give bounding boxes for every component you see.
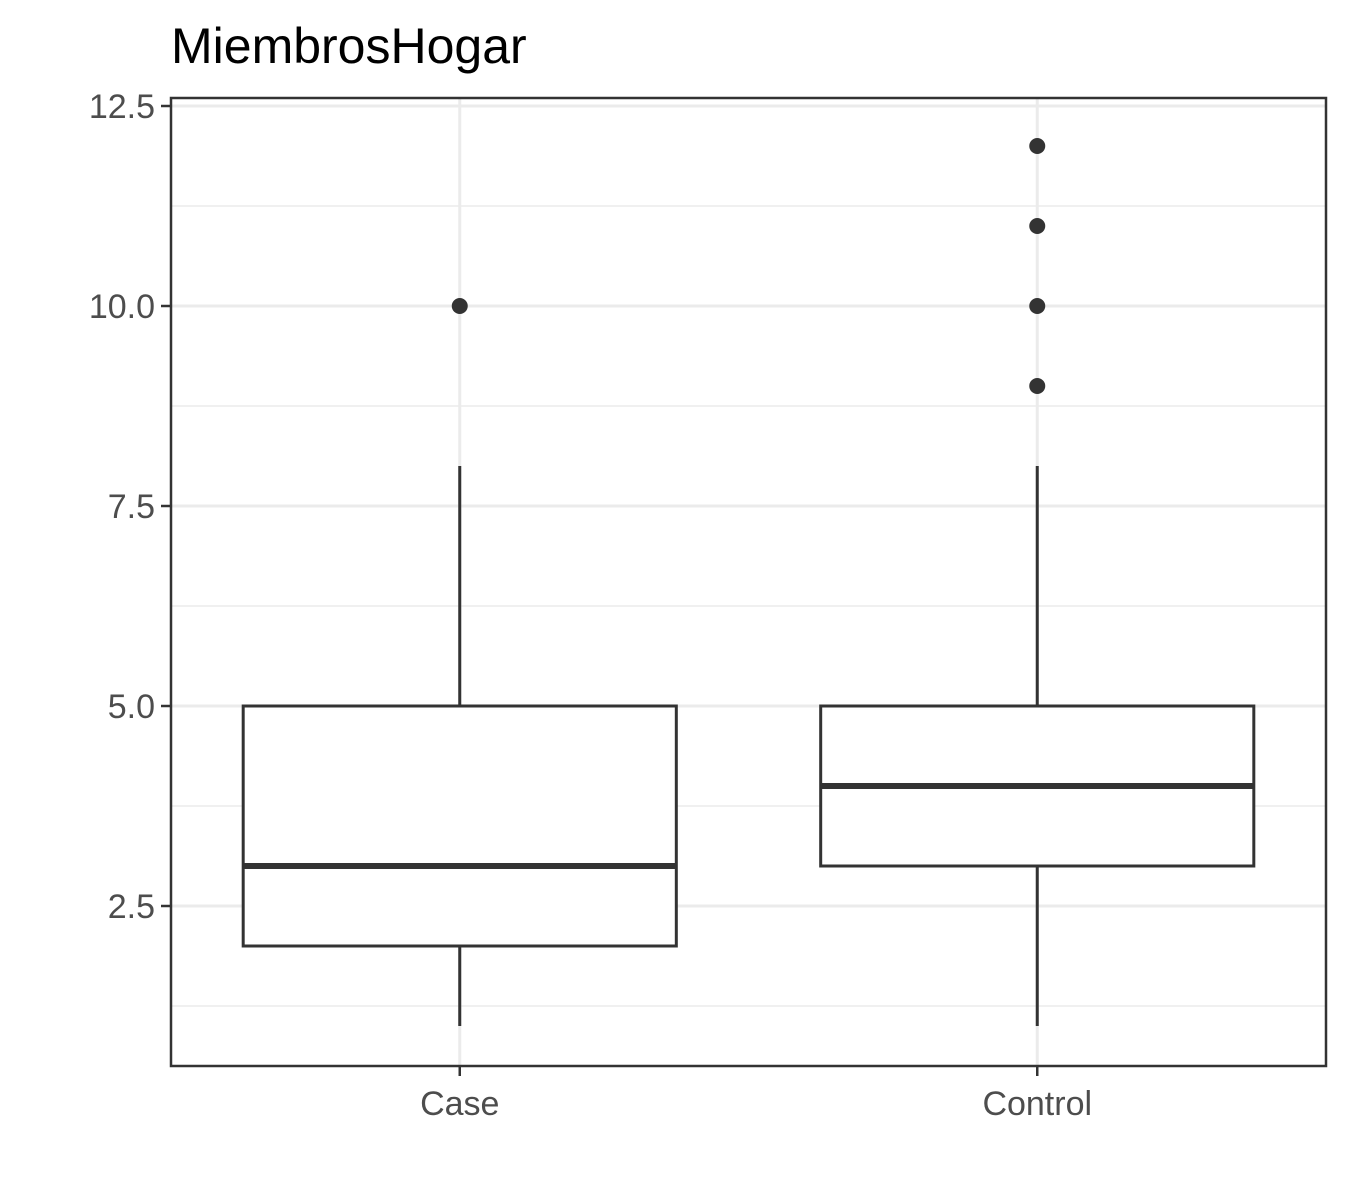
outlier-point [1029, 138, 1046, 154]
outlier-point [1029, 298, 1046, 314]
panel-border [169, 96, 1328, 1068]
y-tick-label: 12.5 [89, 88, 155, 126]
x-tick-label: Control [982, 1085, 1092, 1123]
boxes-layer [241, 138, 1256, 1026]
chart-title: MiembrosHogar [171, 18, 527, 74]
iqr-box [241, 704, 678, 948]
outlier-point [1029, 218, 1046, 234]
y-tick-label: 10.0 [89, 288, 155, 326]
box-group-case [241, 298, 678, 1026]
outlier-point [1029, 378, 1046, 394]
y-tick-label: 2.5 [108, 888, 155, 926]
y-tick-label: 5.0 [108, 688, 155, 726]
outlier-point [451, 298, 468, 314]
x-tick-label: Case [420, 1085, 499, 1123]
box-group-control [819, 138, 1256, 1026]
y-tick-label: 7.5 [108, 488, 155, 526]
axes-layer: 2.5 5.0 7.5 10.0 12.5 Case Control [89, 88, 1092, 1123]
